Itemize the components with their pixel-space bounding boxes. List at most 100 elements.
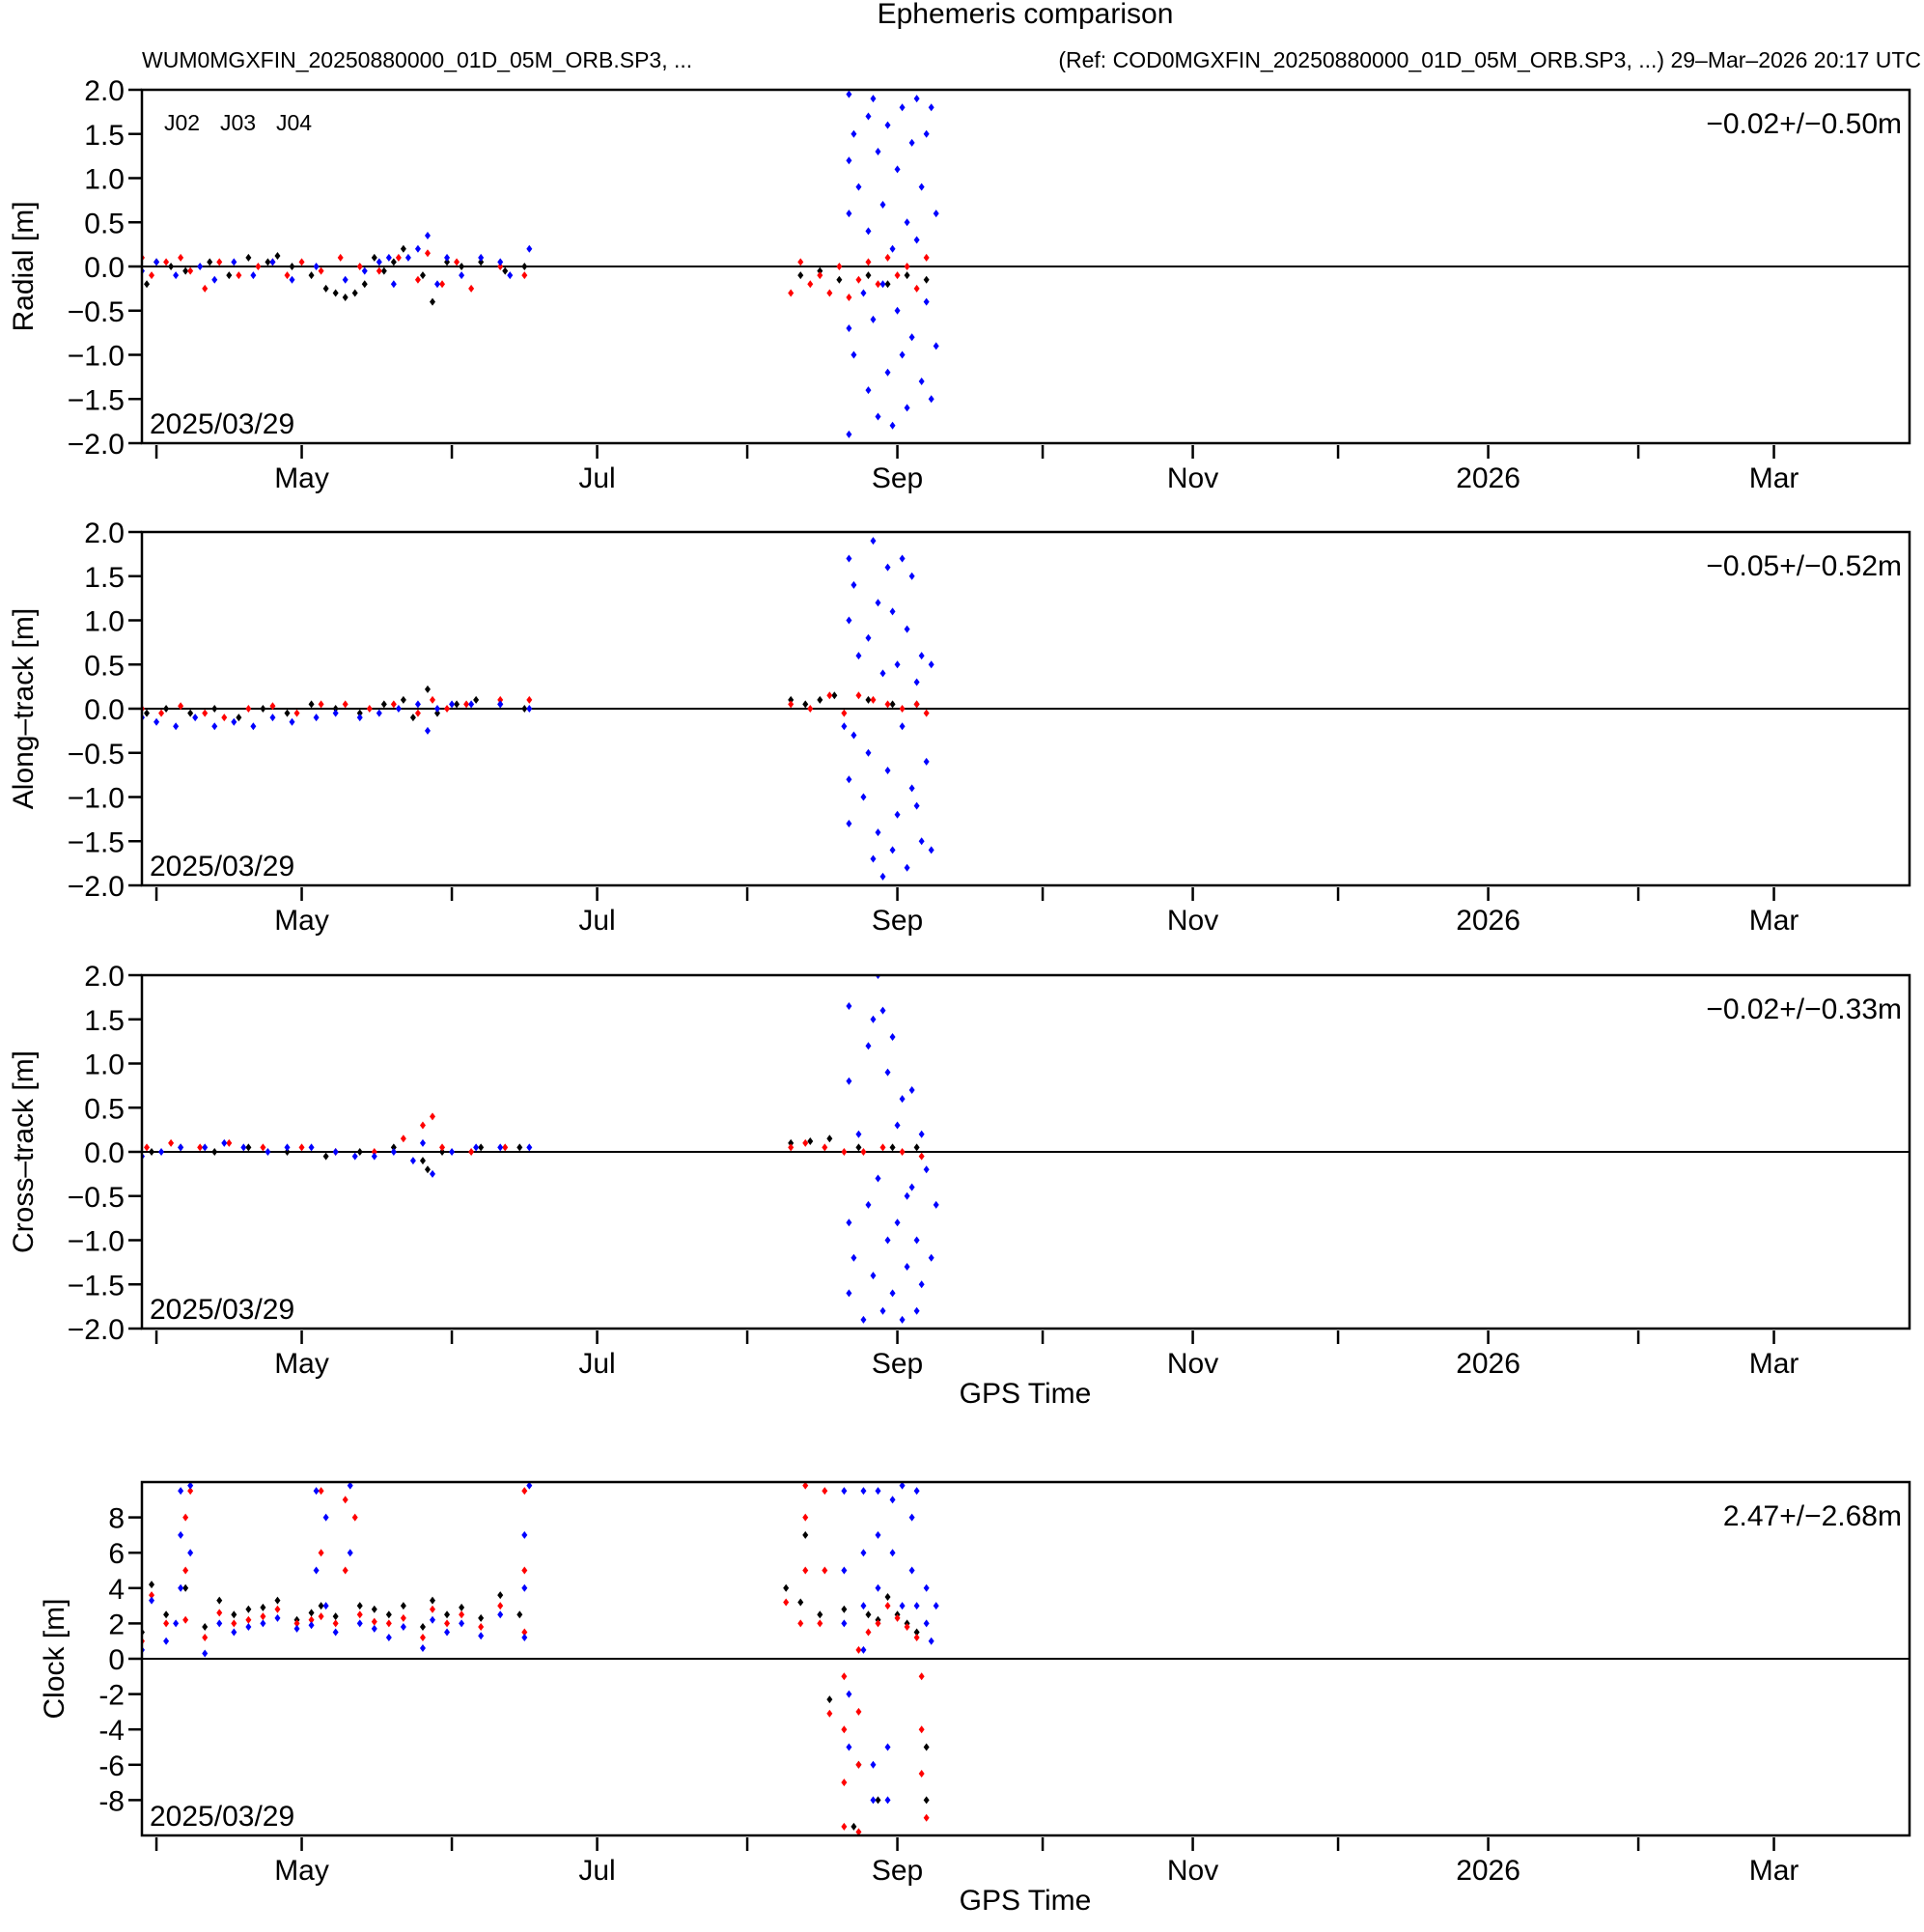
data-point-J04 [928, 103, 934, 112]
data-point-J04 [875, 1174, 881, 1183]
x-tick-label: Jul [578, 1855, 615, 1887]
data-point-J04 [356, 714, 363, 722]
data-point-J04 [889, 244, 896, 253]
data-point-J03 [855, 1707, 862, 1716]
data-point-J03 [855, 1760, 862, 1769]
data-point-J04 [434, 705, 441, 713]
data-point-J03 [841, 1148, 848, 1156]
data-point-J04 [497, 258, 504, 266]
data-point-J04 [313, 1566, 320, 1575]
data-point-J02 [284, 709, 291, 717]
data-point-J04 [449, 1148, 456, 1156]
data-point-J04 [884, 121, 891, 129]
data-point-J02 [516, 1610, 523, 1619]
data-point-J04 [894, 306, 901, 315]
x-axis-label: GPS Time [960, 1885, 1092, 1917]
panel-along: 2.0 1.5 1.0 0.5 0.0 −0.5 −1.0 −1.5 −2.0 May Jul Sep… [8, 518, 1911, 937]
y-tick-label: 0.0 [84, 694, 125, 726]
data-point-J02 [149, 1581, 155, 1589]
data-point-J04 [526, 244, 533, 253]
x-tick-label: Sep [872, 1855, 923, 1887]
x-axis-label: GPS Time [960, 1378, 1092, 1410]
data-point-J04 [187, 1482, 194, 1490]
data-point-J02 [322, 284, 329, 293]
data-point-J04 [923, 757, 930, 766]
data-points [142, 975, 939, 1324]
panel-radial: 2.0 1.5 1.0 0.5 0.0 −0.5 −1.0 −1.5 −2.0 May Jul Sep… [8, 75, 1911, 494]
data-point-J02 [380, 700, 387, 709]
data-point-J04 [923, 1583, 930, 1592]
data-point-J02 [390, 1143, 397, 1152]
data-point-J04 [521, 1530, 528, 1539]
y-tick-label: −1.5 [68, 826, 125, 858]
data-point-J04 [841, 722, 848, 731]
data-point-J04 [211, 275, 218, 284]
data-point-J03 [454, 258, 460, 266]
data-point-J04 [846, 1002, 852, 1011]
data-point-J02 [875, 1796, 881, 1805]
data-point-J04 [308, 1621, 315, 1630]
y-tick-label: −1.0 [68, 1226, 125, 1258]
data-point-J04 [899, 1602, 906, 1610]
data-point-J02 [351, 289, 358, 297]
subtitle-left: WUM0MGXFIN_20250880000_01D_05M_ORB.SP3, … [142, 47, 692, 72]
data-point-J03 [797, 258, 804, 266]
data-point-J02 [826, 1134, 833, 1143]
data-point-J04 [889, 607, 896, 616]
data-point-J03 [918, 1152, 925, 1161]
panel-cross: 2.0 1.5 1.0 0.5 0.0 −0.5 −1.0 −1.5 −2.0 May Jul Sep… [8, 961, 1911, 1410]
data-point-J03 [400, 1613, 406, 1622]
data-point-J03 [875, 280, 881, 289]
data-point-J03 [149, 271, 155, 280]
data-point-J02 [419, 1623, 426, 1632]
data-point-J04 [269, 714, 276, 722]
data-point-J03 [182, 1615, 189, 1624]
x-tick-label: May [274, 1855, 329, 1887]
data-point-J04 [860, 1315, 867, 1324]
data-point-J03 [187, 266, 194, 275]
data-point-J02 [211, 705, 218, 713]
data-point-J03 [826, 289, 833, 297]
data-point-J03 [802, 1482, 809, 1490]
data-point-J02 [521, 705, 528, 713]
data-point-J04 [879, 1006, 886, 1015]
y-tick-label: -8 [98, 1785, 125, 1817]
data-point-J04 [841, 1566, 848, 1575]
data-point-J04 [846, 1690, 852, 1698]
data-point-J03 [274, 1605, 281, 1613]
data-point-J02 [459, 263, 465, 270]
data-point-J03 [497, 263, 504, 270]
data-point-J04 [846, 616, 852, 625]
data-point-J04 [347, 1549, 353, 1557]
data-point-J04 [889, 1033, 896, 1042]
data-point-J03 [318, 266, 324, 275]
x-tick-label: Sep [872, 462, 923, 494]
data-point-J04 [855, 1130, 862, 1138]
data-point-J04 [904, 625, 910, 633]
data-point-J04 [899, 554, 906, 563]
data-point-J04 [913, 801, 920, 810]
data-point-J04 [875, 1583, 881, 1592]
data-point-J04 [918, 377, 925, 385]
data-point-J03 [342, 1496, 349, 1504]
series-J03 [142, 691, 930, 722]
x-tick-label: Nov [1167, 1855, 1218, 1887]
data-point-J03 [182, 1566, 189, 1575]
data-point-J03 [187, 1487, 194, 1496]
data-point-J03 [298, 258, 305, 266]
data-point-J02 [356, 1602, 363, 1610]
y-tick-label: 0.5 [84, 650, 125, 682]
x-tick-label: Mar [1749, 1348, 1799, 1380]
data-point-J03 [841, 1725, 848, 1734]
data-point-J02 [850, 1822, 857, 1831]
data-point-J04 [265, 1148, 271, 1156]
data-point-J03 [855, 691, 862, 700]
data-point-J02 [424, 1165, 431, 1174]
data-point-J04 [322, 1513, 329, 1522]
x-tick-label: May [274, 462, 329, 494]
data-point-J04 [507, 271, 514, 280]
data-point-J04 [841, 1619, 848, 1628]
series-J02 [149, 1134, 920, 1174]
data-point-J04 [908, 333, 915, 342]
data-point-J04 [860, 1487, 867, 1496]
